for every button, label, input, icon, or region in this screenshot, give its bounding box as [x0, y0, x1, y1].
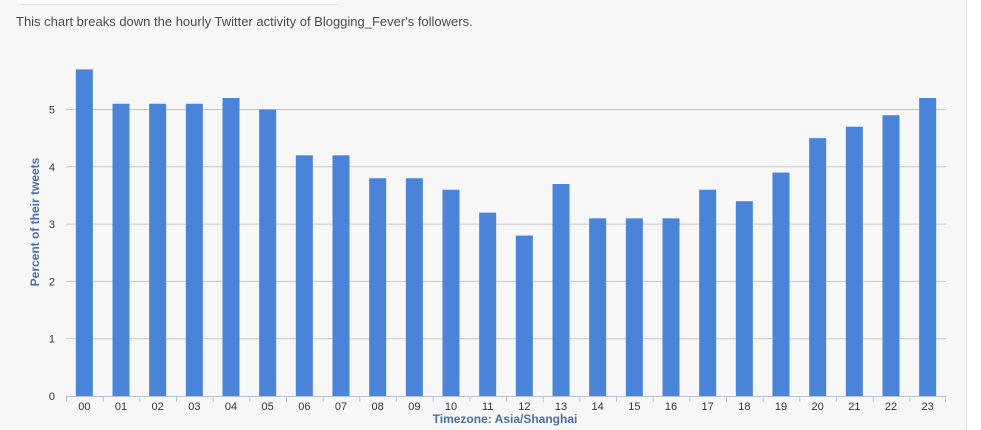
y-tick-label: 2 — [49, 276, 55, 288]
bar-03 — [185, 103, 203, 397]
x-tick-label: 20 — [812, 401, 824, 413]
x-tick-label: 23 — [922, 401, 934, 413]
bar-06 — [295, 155, 313, 396]
tab-edge — [18, 0, 338, 5]
y-tick-label: 3 — [49, 219, 55, 231]
x-tick-label: 22 — [885, 401, 897, 413]
x-tick-label: 11 — [482, 401, 493, 413]
x-tick-label: 01 — [115, 401, 127, 413]
bar-02 — [149, 103, 167, 397]
bar-22 — [882, 115, 900, 396]
bar-19 — [772, 172, 790, 396]
bar-13 — [552, 183, 570, 396]
y-tick-label: 5 — [49, 105, 55, 117]
y-tick-label: 0 — [49, 391, 55, 403]
bar-07 — [332, 155, 350, 396]
x-tick-label: 12 — [518, 401, 530, 413]
x-axis-title: Timezone: Asia/Shanghai — [433, 412, 578, 426]
x-tick-label: 14 — [592, 401, 604, 413]
x-tick-label: 00 — [78, 401, 90, 413]
x-tick-label: 08 — [372, 401, 384, 413]
bar-18 — [735, 201, 753, 396]
y-tick-label: 4 — [49, 162, 55, 174]
scrollbar-track[interactable] — [966, 0, 981, 430]
x-tick-label: 18 — [738, 401, 750, 413]
x-tick-label: 03 — [188, 401, 200, 413]
bars — [75, 69, 937, 397]
bar-08 — [369, 178, 387, 396]
bar-21 — [845, 126, 863, 396]
x-tick-label: 09 — [408, 401, 420, 413]
grid-lines — [66, 109, 946, 340]
bar-23 — [919, 98, 937, 396]
bar-05 — [259, 109, 277, 396]
x-tick-label: 16 — [665, 401, 677, 413]
bar-14 — [589, 218, 607, 396]
x-tick-label: 17 — [702, 401, 714, 413]
y-tick-label: 1 — [49, 334, 55, 346]
x-tick-label: 04 — [225, 401, 237, 413]
bar-11 — [479, 212, 497, 396]
x-tick-label: 05 — [262, 401, 274, 413]
bar-00 — [75, 69, 93, 396]
bar-17 — [699, 189, 717, 396]
x-tick-label: 06 — [298, 401, 310, 413]
bar-20 — [809, 138, 827, 396]
chart-description: This chart breaks down the hourly Twitte… — [16, 14, 473, 29]
bar-01 — [112, 103, 130, 397]
x-tick-label: 07 — [335, 401, 347, 413]
bar-10 — [442, 189, 460, 396]
bar-09 — [405, 178, 423, 396]
y-axis-title: Percent of their tweets — [28, 157, 42, 286]
bar-04 — [222, 98, 240, 396]
x-tick-label: 10 — [445, 401, 457, 413]
x-tick-label: 19 — [775, 401, 787, 413]
bar-15 — [625, 218, 643, 396]
x-tick-label: 02 — [152, 401, 164, 413]
x-tick-label: 15 — [628, 401, 640, 413]
x-tick-label: 21 — [848, 401, 860, 413]
x-tick-label: 13 — [555, 401, 567, 413]
bar-16 — [662, 218, 680, 396]
bar-12 — [515, 235, 533, 396]
